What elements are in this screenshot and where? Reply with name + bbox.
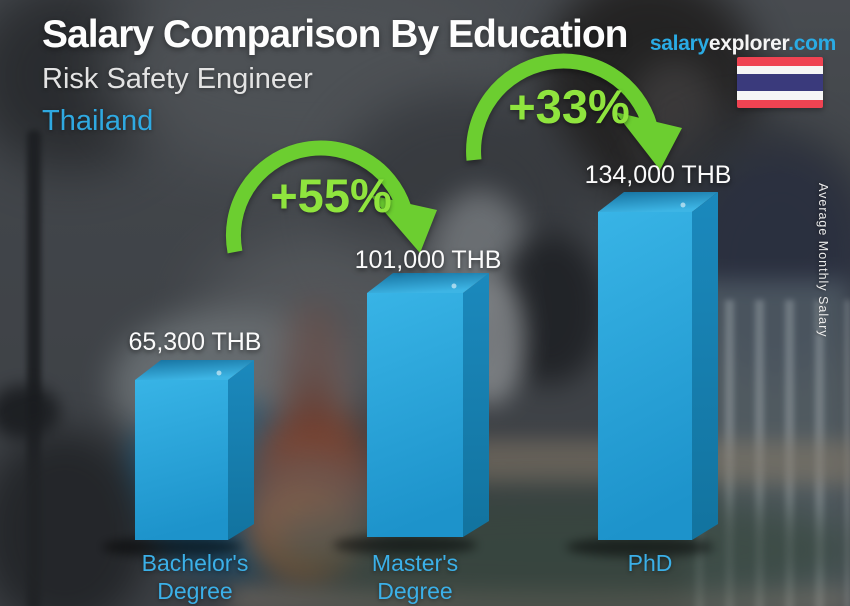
brand-domain: .com	[788, 32, 836, 55]
category-label-bachelors-line1: Bachelor's	[141, 550, 249, 576]
bar-shadow-phd	[566, 537, 714, 557]
category-label-phd-line1: PhD	[627, 550, 673, 576]
increase-arrow-1	[225, 140, 437, 254]
bar-phd	[598, 192, 718, 540]
page-subtitle: Risk Safety Engineer	[42, 63, 313, 95]
increase-arrow-2	[466, 53, 682, 170]
flag-stripe-red-bottom	[737, 99, 823, 108]
bar-bachelors-front	[135, 380, 228, 540]
value-label-masters: 101,000 THB	[354, 246, 502, 274]
category-label-phd: PhD	[540, 550, 760, 578]
arrow-head-1	[370, 195, 437, 253]
arrow-head-2	[615, 112, 682, 170]
bar-bachelors-highlight	[216, 370, 222, 376]
bar-phd-highlight	[680, 202, 686, 208]
right-axis-label: Average Monthly Salary	[816, 183, 830, 338]
bar-masters-side	[463, 273, 489, 537]
thailand-flag-icon	[737, 57, 823, 108]
bar-bachelors-side	[228, 360, 254, 540]
arrow-arc-2	[466, 53, 658, 161]
value-label-phd: 134,000 THB	[584, 161, 732, 189]
country-label: Thailand	[42, 105, 154, 137]
bar-bachelors	[135, 360, 254, 540]
category-label-bachelors-line2: Degree	[157, 577, 233, 604]
pct-increase-label-2: +33%	[508, 80, 630, 133]
flag-stripe-white-bottom	[737, 91, 823, 100]
bar-phd-top	[598, 192, 718, 212]
brand-explorer: explorer	[708, 32, 789, 55]
brand-logo[interactable]: salaryexplorer.com	[650, 32, 836, 56]
bar-phd-side	[692, 192, 718, 540]
flag-stripe-navy	[737, 74, 823, 91]
flag-stripe-red-top	[737, 57, 823, 66]
bar-masters	[367, 273, 489, 537]
page-title: Salary Comparison By Education	[42, 13, 628, 56]
value-label-bachelors: 65,300 THB	[128, 328, 262, 356]
bar-shadow-bachelors	[102, 537, 242, 557]
flag-stripe-white-top	[737, 65, 823, 74]
category-label-bachelors: Bachelor's Degree	[85, 550, 305, 605]
bar-bachelors-top	[135, 360, 254, 380]
bg-blob-bottomleft-dark	[0, 430, 150, 606]
arrow-arc-1	[225, 140, 412, 254]
bar-masters-highlight	[451, 283, 457, 289]
category-label-masters: Master's Degree	[305, 550, 525, 605]
bar-masters-front	[367, 293, 463, 537]
bar-masters-top	[367, 273, 489, 293]
category-label-masters-line2: Degree	[377, 577, 453, 604]
category-label-masters-line1: Master's	[371, 550, 459, 576]
pct-increase-label-1: +55%	[270, 169, 392, 222]
brand-salary: salary	[649, 32, 709, 55]
bar-shadow-masters	[333, 535, 477, 555]
bar-phd-front	[598, 212, 692, 540]
